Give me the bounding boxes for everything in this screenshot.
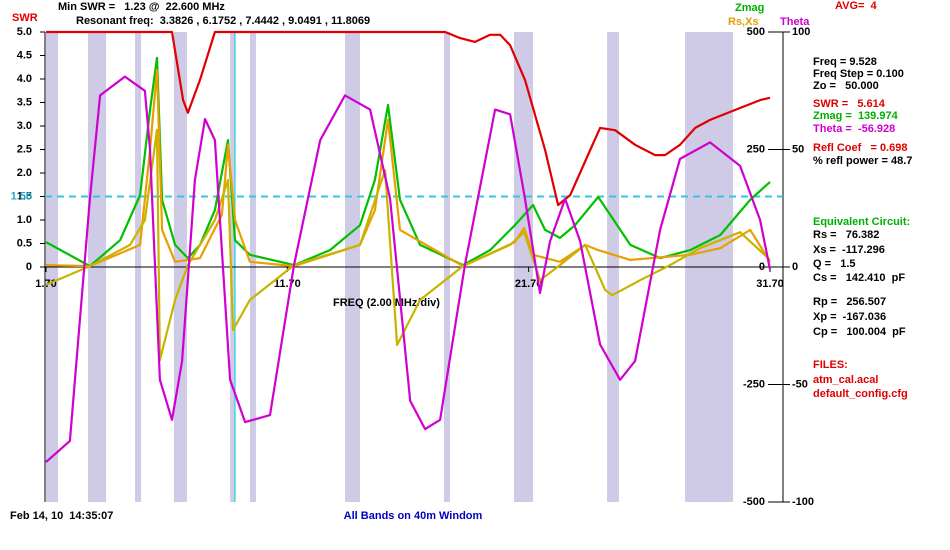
circuit-value-label: Cp = bbox=[813, 326, 846, 338]
readout-value: 9.528 bbox=[849, 56, 877, 68]
y3-tick-label: 100 bbox=[792, 26, 810, 38]
x-tick-label: 31.70 bbox=[756, 278, 784, 290]
readout-label: Theta = bbox=[813, 123, 858, 135]
y2-tick-label: 0 bbox=[759, 261, 765, 273]
series-line bbox=[45, 75, 772, 463]
circuit-value-label: Rs = bbox=[813, 229, 846, 241]
circuit-value: Xp = -167.036 bbox=[813, 311, 886, 323]
y-tick-label: 3.0 bbox=[17, 120, 32, 132]
circuit-value-label: Xp = bbox=[813, 311, 843, 323]
min-swr: Min SWR = 1.23 @ 22.600 MHz bbox=[58, 1, 225, 13]
readout-label: % refl power = bbox=[813, 155, 891, 167]
circuit-value-value: -117.296 bbox=[842, 244, 885, 256]
readout-value: 48.7 bbox=[891, 155, 912, 167]
circuit-value: Cs = 142.410 pF bbox=[813, 272, 905, 284]
circuit-title: Equivalent Circuit: bbox=[813, 216, 910, 228]
y3-tick-label: 50 bbox=[792, 143, 804, 155]
y-tick-label: 5.0 bbox=[17, 26, 32, 38]
circuit-value-label: Q = bbox=[813, 258, 840, 270]
x-tick-label: 11.70 bbox=[274, 278, 301, 290]
circuit-value-value: 100.004 pF bbox=[846, 326, 906, 338]
readout: SWR = 5.614 bbox=[813, 98, 886, 110]
circuit-value-label: Rp = bbox=[813, 296, 846, 308]
y-tick-label: 0.5 bbox=[17, 237, 32, 249]
y2-tick-label: 250 bbox=[747, 143, 765, 155]
series-line bbox=[46, 30, 771, 207]
y-tick-label: 1.5 bbox=[17, 190, 32, 202]
y-tick-label: 2.0 bbox=[17, 167, 32, 179]
y3-tick-label: -50 bbox=[792, 378, 808, 390]
y3-tick-label: -100 bbox=[792, 496, 814, 508]
circuit-value-value: 256.507 bbox=[846, 296, 886, 308]
readout-label: Freq Step = bbox=[813, 68, 876, 80]
y-tick-label: 3.5 bbox=[17, 96, 32, 108]
readout-value: -56.928 bbox=[858, 123, 895, 135]
file-name: atm_cal.acal bbox=[813, 374, 878, 386]
readout-value: 139.974 bbox=[858, 110, 899, 122]
y-tick-label: 2.5 bbox=[17, 143, 32, 155]
readout-value: 0.100 bbox=[876, 68, 904, 80]
readout: Freq Step = 0.100 bbox=[813, 68, 904, 80]
rsxs-axis-label: Rs,Xs bbox=[728, 16, 759, 28]
circuit-value: Cp = 100.004 pF bbox=[813, 326, 906, 338]
circuit-value: Q = 1.5 bbox=[813, 258, 856, 270]
reference-label: 1.50 bbox=[11, 190, 32, 202]
circuit-value-value: 76.382 bbox=[846, 229, 880, 241]
readout: Theta = -56.928 bbox=[813, 123, 895, 135]
readout-label: Refl Coef = bbox=[813, 142, 880, 154]
readout: Zmag = 139.974 bbox=[813, 110, 899, 122]
readout: % refl power = 48.7 bbox=[813, 155, 912, 167]
avg-label: AVG= 4 bbox=[835, 0, 878, 12]
readout-label: SWR = bbox=[813, 98, 857, 110]
file-name: default_config.cfg bbox=[813, 388, 908, 400]
circuit-value: Rp = 256.507 bbox=[813, 296, 886, 308]
readout: Freq = 9.528 bbox=[813, 56, 877, 68]
y2-tick-label: -500 bbox=[743, 496, 765, 508]
y-tick-label: 1.0 bbox=[17, 214, 32, 226]
timestamp: Feb 14, 10 14:35:07 bbox=[10, 510, 113, 522]
circuit-value: Xs = -117.296 bbox=[813, 244, 885, 256]
y-tick-label: 4.5 bbox=[17, 49, 32, 61]
readout-label: Freq = bbox=[813, 56, 849, 68]
x-axis-label: FREQ (2.00 MHz/div) bbox=[333, 297, 440, 309]
circuit-value-label: Xs = bbox=[813, 244, 842, 256]
files-title: FILES: bbox=[813, 359, 848, 371]
readout: Refl Coef = 0.698 bbox=[813, 142, 907, 154]
series-line bbox=[45, 69, 771, 268]
circuit-value-value: 142.410 pF bbox=[846, 272, 906, 284]
circuit-value-label: Cs = bbox=[813, 272, 846, 284]
readout: Zo = 50.000 bbox=[813, 80, 879, 92]
readout-value: 50.000 bbox=[845, 80, 879, 92]
readout-value: 0.698 bbox=[880, 142, 908, 154]
zmag-label: Zmag bbox=[735, 2, 764, 14]
readout-label: Zo = bbox=[813, 80, 845, 92]
swr-axis-label: SWR bbox=[12, 12, 38, 24]
y-tick-label: 4.0 bbox=[17, 73, 32, 85]
y2-tick-label: -250 bbox=[743, 378, 765, 390]
readout-value: 5.614 bbox=[857, 98, 885, 110]
caption: All Bands on 40m Windom bbox=[344, 510, 483, 522]
resonant-freq: Resonant freq: 3.3826 , 6.1752 , 7.4442 … bbox=[76, 15, 370, 27]
x-tick-label: 21.70 bbox=[515, 278, 543, 290]
series-line bbox=[45, 128, 771, 362]
y-tick-label: 0 bbox=[26, 261, 32, 273]
theta-axis-label: Theta bbox=[780, 16, 810, 28]
y2-tick-label: 500 bbox=[747, 26, 765, 38]
circuit-value: Rs = 76.382 bbox=[813, 229, 879, 241]
y3-tick-label: 0 bbox=[792, 261, 798, 273]
readout-label: Zmag = bbox=[813, 110, 858, 122]
circuit-value-value: 1.5 bbox=[840, 258, 855, 270]
circuit-value-value: -167.036 bbox=[843, 311, 886, 323]
